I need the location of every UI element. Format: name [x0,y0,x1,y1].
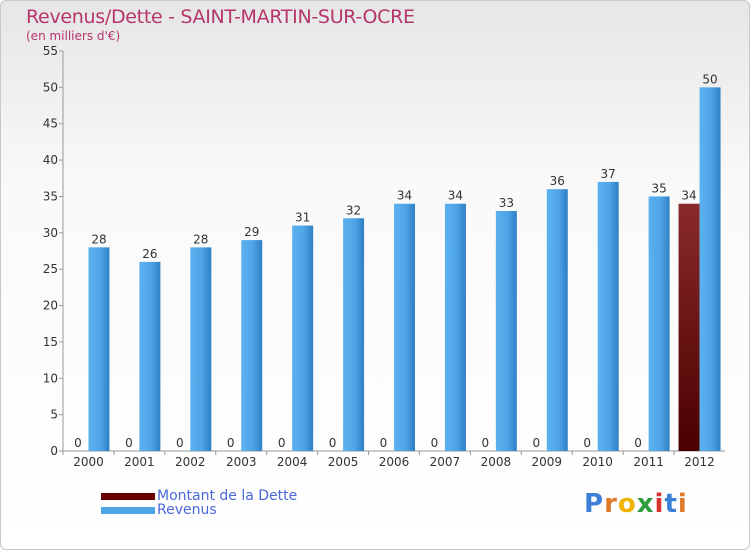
proxiti-logo: Proxiti [584,489,688,519]
x-tick-label: 2009 [531,455,562,469]
y-tick-label: 55 [43,44,58,58]
x-tick-label: 2007 [430,455,461,469]
y-tick-label: 35 [43,189,58,203]
logo-letter: P [584,489,605,519]
x-tick-label: 2000 [73,455,104,469]
data-label-revenus: 35 [651,181,666,195]
data-label-revenus: 34 [448,189,463,203]
x-tick-label: 2010 [582,455,613,469]
x-tick-label: 2011 [633,455,664,469]
data-label-revenus: 28 [193,232,208,246]
x-tick-label: 2003 [226,455,257,469]
x-tick-label: 2012 [684,455,715,469]
x-tick-label: 2008 [481,455,512,469]
x-tick-label: 2002 [175,455,206,469]
bar-revenus [241,240,263,451]
y-tick-label: 30 [43,226,58,240]
legend-swatch-dette [101,492,155,500]
data-label-dette: 0 [125,436,133,450]
y-tick-label: 15 [43,335,58,349]
data-label-revenus: 32 [346,203,361,217]
chart-title: Revenus/Dette - SAINT-MARTIN-SUR-OCRE [26,6,415,28]
bar-revenus [139,261,161,451]
data-label-dette: 0 [329,436,337,450]
data-label-dette: 0 [583,436,591,450]
chart-subtitle: (en milliers d'€) [26,29,121,43]
logo-letter: i [654,489,665,519]
y-tick-label: 40 [43,153,58,167]
y-tick-label: 25 [43,262,58,276]
bar-revenus [495,211,517,451]
bar-revenus [648,196,670,451]
y-tick-label: 45 [43,117,58,131]
bar-revenus [190,247,212,451]
legend-swatch-revenus [101,506,155,514]
data-label-revenus: 34 [397,189,412,203]
legend-item-dette: Montant de la Dette [101,488,297,504]
y-tick-label: 5 [50,408,58,422]
bar-revenus [699,87,721,451]
logo-letter: r [604,489,618,519]
bar-dette [678,203,700,451]
data-label-revenus: 31 [295,211,310,225]
bar-revenus [597,181,619,451]
x-tick-label: 2006 [379,455,410,469]
logo-letter: o [617,489,637,519]
logo-letter: x [636,489,655,519]
y-tick-label: 50 [43,80,58,94]
data-label-revenus: 50 [702,72,717,86]
legend-item-revenus: Revenus [101,502,217,518]
y-tick-label: 10 [43,371,58,385]
data-label-dette: 0 [74,436,82,450]
data-label-dette: 0 [227,436,235,450]
data-label-dette: 0 [278,436,286,450]
logo-letter: t [664,489,678,519]
x-tick-label: 2004 [277,455,308,469]
bar-revenus [394,203,415,451]
data-label-dette: 0 [532,436,540,450]
x-tick-label: 2005 [328,455,359,469]
bar-revenus [292,225,314,451]
data-label-revenus: 36 [550,174,565,188]
legend-label-dette: Montant de la Dette [157,488,298,504]
data-label-revenus: 26 [142,247,157,261]
data-label-dette: 0 [176,436,184,450]
data-label-revenus: 37 [601,167,616,181]
bar-revenus [546,189,568,451]
x-tick-label: 2001 [124,455,155,469]
data-label-revenus: 28 [91,232,106,246]
data-label-dette: 0 [431,436,439,450]
data-label-dette: 0 [634,436,642,450]
bar-revenus [343,218,365,451]
data-label-dette: 34 [681,189,696,203]
data-label-dette: 0 [482,436,490,450]
legend-label-revenus: Revenus [157,502,217,518]
data-label-revenus: 29 [244,225,259,239]
y-tick-label: 0 [50,444,58,458]
logo-letter: i [677,489,688,519]
data-label-revenus: 33 [499,196,514,210]
y-tick-label: 20 [43,299,58,313]
bar-revenus [88,247,110,451]
data-label-dette: 0 [380,436,388,450]
bar-revenus [444,203,466,451]
